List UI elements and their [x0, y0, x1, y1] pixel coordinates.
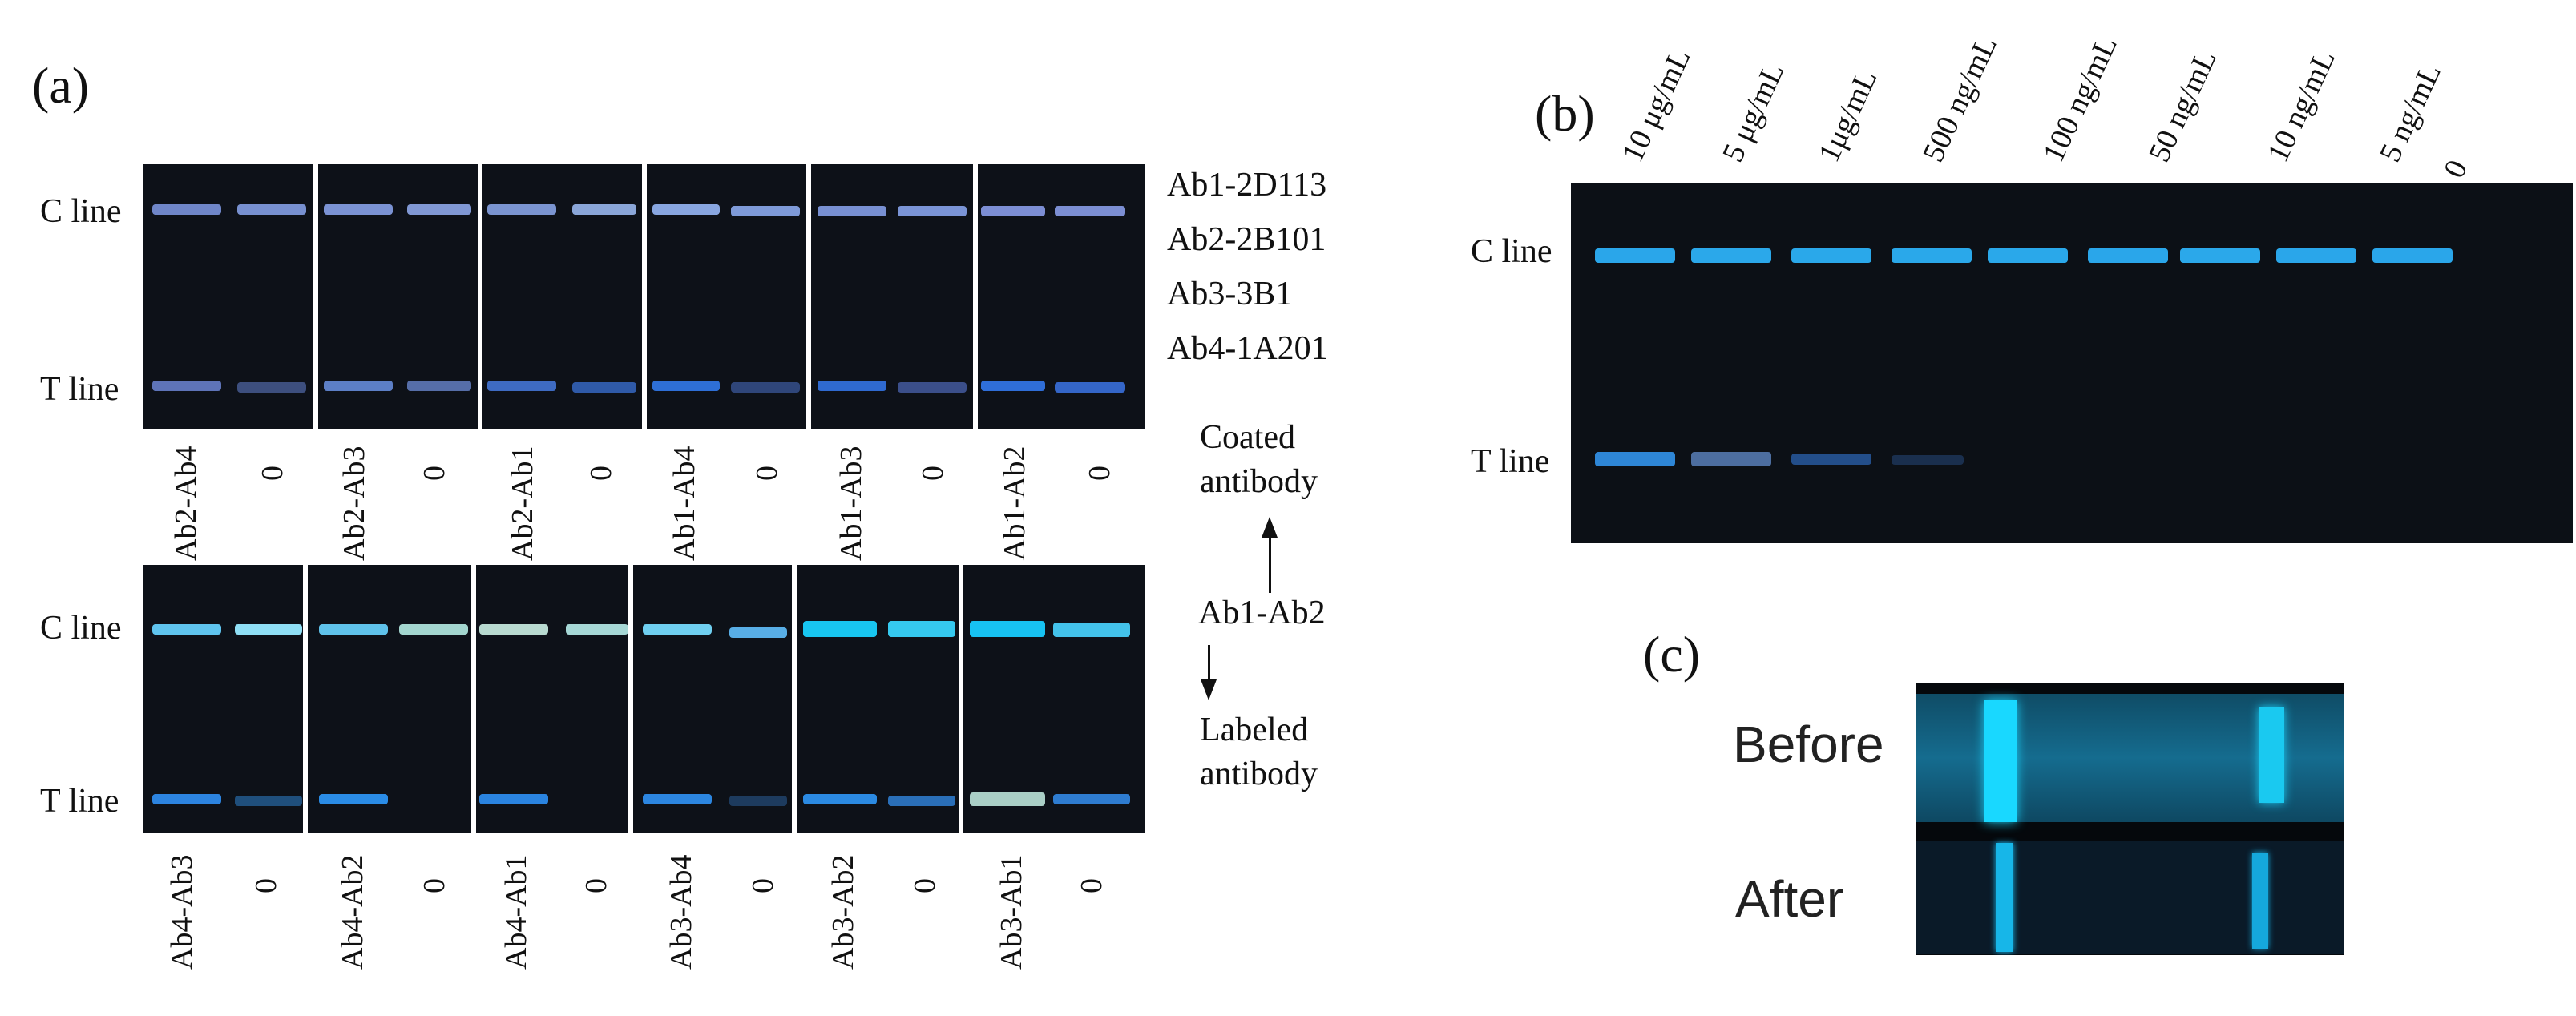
strip-label: 0 [418, 466, 451, 481]
up-arrow-icon [1269, 535, 1271, 593]
labeled-antibody-note-line1: Labeled [1200, 712, 1309, 748]
panel-c-label: (c) [1643, 626, 1701, 683]
panel-c-image [1916, 683, 2344, 955]
panel-a-top-t-line-label: T line [40, 371, 119, 408]
strip-label: Ab1-Ab2 [998, 446, 1032, 561]
pair-label: Ab1-Ab2 [1198, 595, 1326, 631]
concentration-label: 10 ng/mL [2261, 44, 2342, 167]
panel-b-c-line-label: C line [1471, 233, 1552, 270]
strip-label: Ab3-Ab4 [664, 854, 698, 970]
strip-label: Ab4-Ab1 [499, 854, 533, 970]
panel-b-strips [1571, 183, 2573, 543]
strip-label: 0 [579, 878, 613, 893]
panel-a-top-strips [143, 164, 1145, 429]
concentration-label: 1μg/mL [1812, 64, 1884, 167]
strip-label: 0 [916, 466, 950, 481]
after-label: After [1735, 870, 1844, 928]
strip-label: 0 [256, 466, 289, 481]
strip-label: Ab2-Ab3 [337, 446, 371, 561]
panel-a-bottom-t-line-label: T line [40, 783, 119, 820]
strip-label: 0 [1075, 878, 1108, 893]
concentration-label: 5 μg/mL [1716, 57, 1791, 167]
down-arrowhead-icon [1201, 679, 1217, 700]
panel-a-bottom-strips [143, 565, 1145, 833]
legend-ab4: Ab4-1A201 [1167, 330, 1328, 367]
strip-label: 0 [584, 466, 618, 481]
strip-label: 0 [750, 466, 784, 481]
concentration-label: 100 ng/mL [2037, 30, 2125, 167]
legend-ab1: Ab1-2D113 [1167, 167, 1327, 204]
strip-label: Ab4-Ab2 [336, 854, 369, 970]
strip-label: Ab4-Ab3 [165, 854, 199, 970]
concentration-label: 10 μg/mL [1616, 43, 1698, 167]
strip-label: 0 [249, 878, 283, 893]
panel-b-t-line-label: T line [1471, 443, 1550, 480]
strip-label: Ab1-Ab3 [834, 446, 868, 561]
panel-b-label: (b) [1535, 85, 1595, 142]
concentration-label: 50 ng/mL [2142, 44, 2223, 167]
down-arrow-icon [1208, 645, 1210, 683]
before-label: Before [1733, 716, 1884, 773]
legend-ab2: Ab2-2B101 [1167, 221, 1326, 258]
concentration-label: 0 [2437, 155, 2475, 183]
coated-antibody-note-line2: antibody [1200, 463, 1318, 500]
panel-a-top-c-line-label: C line [40, 193, 122, 230]
strip-label: 0 [746, 878, 780, 893]
up-arrowhead-icon [1262, 517, 1278, 538]
panel-a-bottom-c-line-label: C line [40, 610, 122, 647]
strip-label: Ab3-Ab2 [826, 854, 860, 970]
concentration-label: 5 ng/mL [2373, 58, 2448, 167]
concentration-label: 500 ng/mL [1916, 30, 2005, 167]
strip-label: Ab2-Ab4 [169, 446, 203, 561]
coated-antibody-note-line1: Coated [1200, 419, 1295, 456]
legend-ab3: Ab3-3B1 [1167, 276, 1293, 312]
labeled-antibody-note-line2: antibody [1200, 756, 1318, 792]
strip-label: 0 [418, 878, 451, 893]
strip-label: Ab2-Ab1 [506, 446, 539, 561]
strip-label: Ab3-Ab1 [995, 854, 1028, 970]
strip-label: 0 [1083, 466, 1116, 481]
panel-a-label: (a) [32, 57, 90, 114]
strip-label: 0 [908, 878, 942, 893]
strip-label: Ab1-Ab4 [668, 446, 701, 561]
